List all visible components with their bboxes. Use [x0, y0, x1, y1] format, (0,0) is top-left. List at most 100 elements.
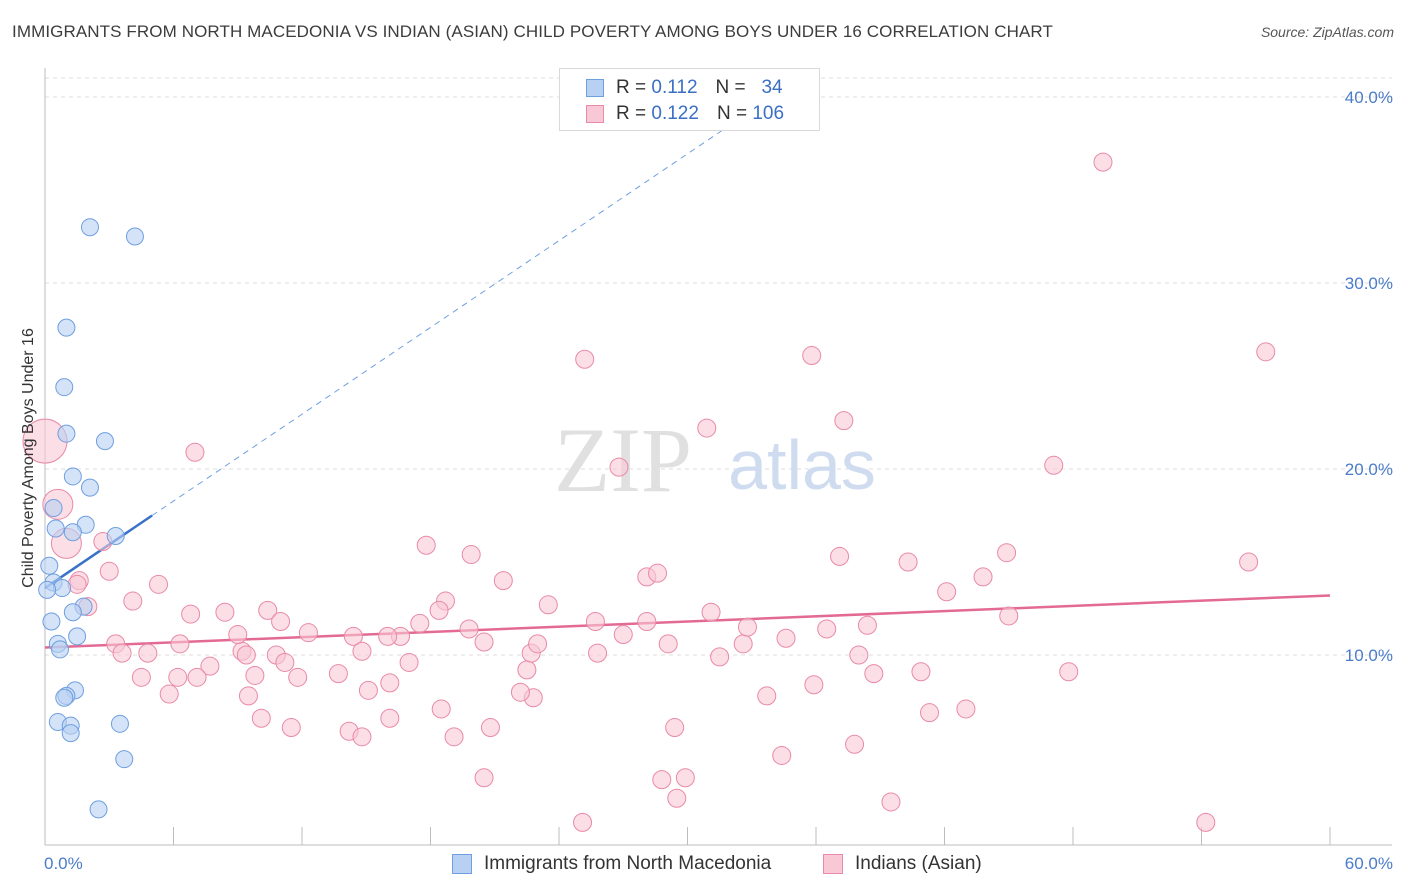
data-point-indians-asian — [358, 680, 378, 700]
legend-r-value: 0.112 — [651, 77, 698, 98]
data-point-indians-asian — [444, 727, 464, 747]
data-point-indians-asian — [772, 745, 792, 765]
data-point-indians-asian — [480, 718, 500, 738]
data-point-indians-asian — [138, 643, 158, 663]
data-point-north-macedonia — [115, 750, 134, 769]
data-point-indians-asian — [710, 647, 730, 667]
bottom-legend-blue: Immigrants from North Macedonia — [452, 852, 771, 876]
data-point-indians-asian — [1059, 662, 1079, 682]
bottom-legend-swatch-blue — [452, 854, 472, 874]
legend-n-value: 106 — [752, 103, 785, 124]
data-point-indians-asian — [538, 595, 558, 615]
grid — [45, 77, 1392, 656]
data-point-indians-asian — [588, 643, 608, 663]
legend-row-pink: R = 0.122 N = 106 — [586, 103, 784, 125]
y-axis-title: Child Poverty Among Boys Under 16 — [20, 328, 37, 588]
data-point-indians-asian — [665, 718, 685, 738]
data-point-north-macedonia — [68, 627, 87, 646]
data-point-north-macedonia — [57, 318, 76, 337]
data-point-north-macedonia — [44, 499, 63, 518]
data-point-north-macedonia — [50, 640, 69, 659]
data-point-north-macedonia — [55, 688, 74, 707]
data-point-indians-asian — [1093, 152, 1113, 172]
data-point-indians-asian — [170, 634, 190, 654]
data-point-indians-asian — [575, 349, 595, 369]
data-point-indians-asian — [474, 768, 494, 788]
data-point-indians-asian — [609, 457, 629, 477]
data-point-indians-asian — [238, 686, 258, 706]
data-point-indians-asian — [275, 652, 295, 672]
legend-swatch-blue — [586, 79, 604, 97]
data-point-indians-asian — [849, 645, 869, 665]
legend-r-value: 0.122 — [651, 103, 699, 124]
data-point-indians-asian — [864, 664, 884, 684]
data-point-north-macedonia — [40, 556, 59, 575]
data-point-indians-asian — [112, 643, 132, 663]
data-point-indians-asian — [1196, 812, 1216, 832]
data-point-indians-asian — [898, 552, 918, 572]
data-point-north-macedonia — [106, 526, 125, 545]
legend-r-label: R = — [616, 103, 647, 124]
data-point-indians-asian — [937, 582, 957, 602]
data-point-north-macedonia — [110, 714, 129, 733]
data-point-indians-asian — [185, 442, 205, 462]
y-tick-label: 20.0% — [1345, 460, 1393, 479]
data-point-north-macedonia — [63, 523, 82, 542]
trend-lines — [44, 124, 1331, 649]
data-point-indians-asian — [510, 682, 530, 702]
data-point-indians-asian — [757, 686, 777, 706]
y-tick-label: 40.0% — [1345, 88, 1393, 107]
data-point-north-macedonia — [55, 378, 74, 397]
legend-row-blue: R = 0.112 N = 34 — [586, 77, 783, 99]
data-point-indians-asian — [431, 699, 451, 719]
source-label: Source: ZipAtlas.com — [1260, 24, 1394, 40]
data-point-indians-asian — [99, 561, 119, 581]
data-point-indians-asian — [131, 667, 151, 687]
data-point-indians-asian — [281, 718, 301, 738]
data-point-indians-asian — [378, 626, 398, 646]
x-tick-label: 0.0% — [44, 854, 83, 873]
legend-r-label: R = — [616, 77, 647, 98]
data-point-indians-asian — [1044, 455, 1064, 475]
data-point-indians-asian — [343, 626, 363, 646]
trend-line-pink — [44, 594, 1331, 649]
data-point-north-macedonia — [57, 424, 76, 443]
data-point-indians-asian — [288, 667, 308, 687]
data-point-north-macedonia — [80, 478, 99, 497]
data-point-indians-asian — [474, 632, 494, 652]
data-point-indians-asian — [613, 625, 633, 645]
data-point-north-macedonia — [89, 800, 108, 819]
y-tick-label: 30.0% — [1345, 274, 1393, 293]
data-point-indians-asian — [845, 734, 865, 754]
data-point-north-macedonia — [46, 519, 65, 538]
data-point-indians-asian — [187, 667, 207, 687]
data-point-north-macedonia — [42, 612, 61, 631]
bottom-legend-swatch-pink — [823, 854, 843, 874]
data-point-indians-asian — [416, 535, 436, 555]
data-point-indians-asian — [997, 543, 1017, 563]
data-point-indians-asian — [159, 684, 179, 704]
data-point-indians-asian — [352, 641, 372, 661]
data-point-indians-asian — [429, 600, 449, 620]
data-point-indians-asian — [881, 792, 901, 812]
data-point-indians-asian — [215, 602, 235, 622]
data-point-indians-asian — [67, 574, 87, 594]
data-point-indians-asian — [1256, 342, 1276, 362]
data-point-indians-asian — [236, 645, 256, 665]
data-point-indians-asian — [999, 606, 1019, 626]
x-tick-label: 60.0% — [1345, 854, 1393, 873]
data-point-north-macedonia — [63, 467, 82, 486]
data-point-indians-asian — [258, 600, 278, 620]
data-point-indians-asian — [658, 634, 678, 654]
data-point-indians-asian — [675, 768, 695, 788]
data-point-indians-asian — [697, 418, 717, 438]
data-point-indians-asian — [920, 703, 940, 723]
tick-labels: 10.0% 20.0% 30.0% 40.0% 0.0% 60.0% — [44, 88, 1393, 873]
data-point-indians-asian — [652, 770, 672, 790]
legend-n-label: N = — [716, 103, 748, 124]
correlation-legend: R = 0.112 N = 34 R = 0.122 N = 106 — [559, 68, 820, 131]
data-point-indians-asian — [817, 619, 837, 639]
data-point-indians-asian — [528, 634, 548, 654]
data-point-indians-asian — [168, 667, 188, 687]
data-point-indians-asian — [573, 812, 593, 832]
